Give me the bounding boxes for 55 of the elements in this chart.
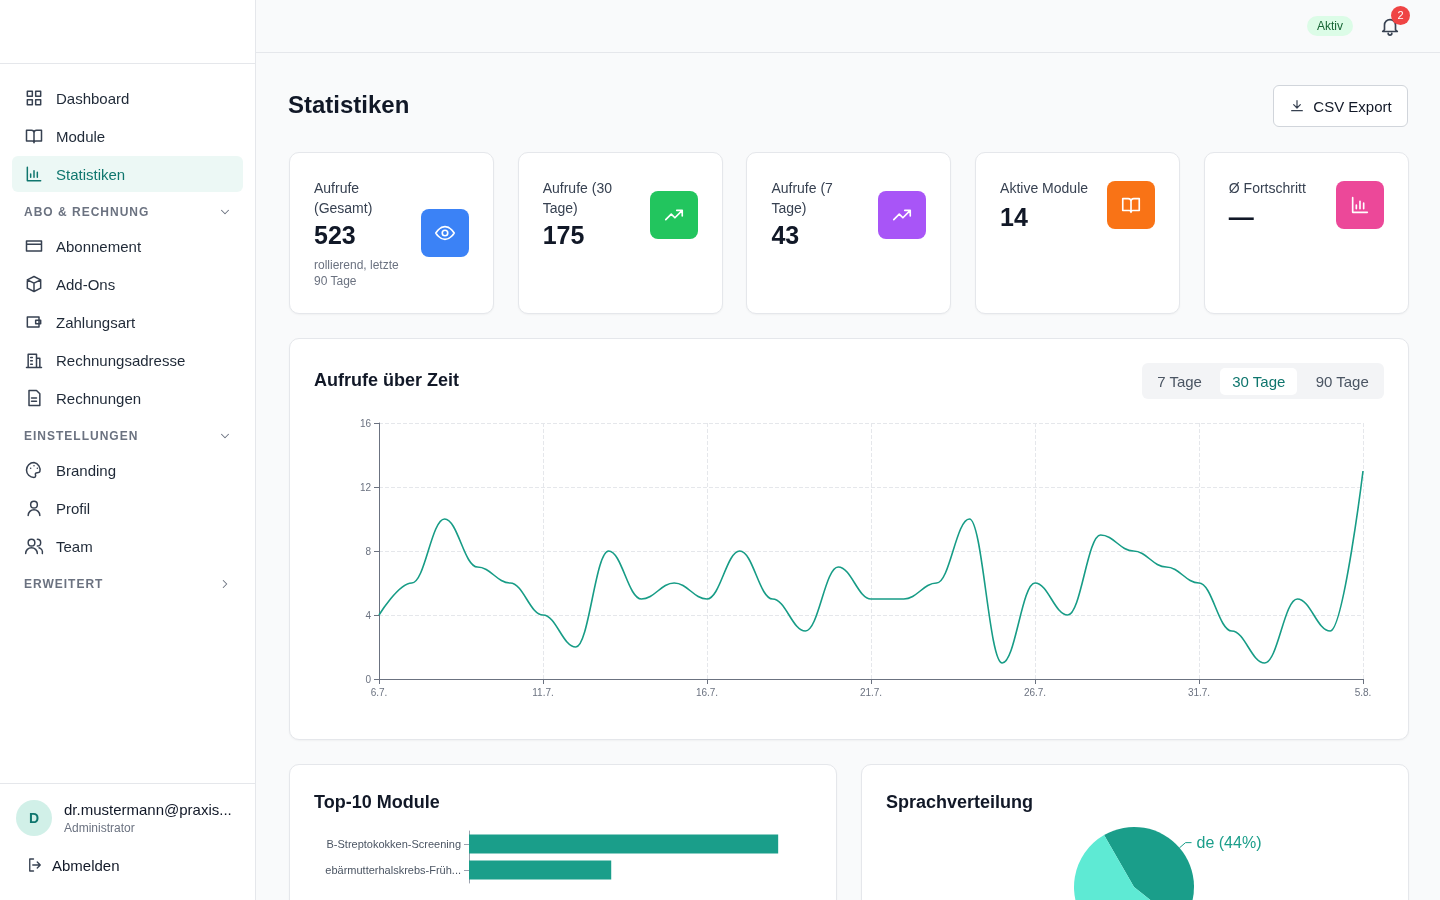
x-tick-label: 6.7. (370, 686, 388, 698)
text: Abmelden (52, 856, 120, 874)
x-tick-label: 16.7. (695, 686, 719, 698)
text: Zahlungsart (56, 313, 136, 331)
x-tick-label: 5.8. (1354, 686, 1372, 698)
text: Branding (56, 461, 117, 479)
text: Abonnement (56, 237, 142, 255)
text: Statistiken (56, 165, 126, 183)
text: 43 (771, 221, 800, 250)
text: — (1228, 203, 1254, 232)
text: 523 (314, 221, 356, 250)
chart-title: Sprachverteilung (886, 792, 1034, 813)
text: rollierend, letzte 90 Tage (314, 257, 400, 289)
chart-title: Aufrufe über Zeit (314, 370, 460, 391)
x-tick-label: 26.7. (1023, 686, 1047, 698)
x-tick-label: 31.7. (1187, 686, 1211, 698)
text: Aktive Module (1000, 179, 1090, 198)
text: 7 Tage (1156, 371, 1203, 392)
text: Profil (56, 499, 91, 517)
text: Aktiv (1307, 16, 1354, 36)
text: ABO & RECHNUNG (24, 205, 150, 219)
text: CSV Export (1313, 97, 1392, 115)
text: Team (56, 537, 93, 555)
text: Aufrufe (7 Tage) (771, 179, 834, 218)
text: Administrator (64, 821, 135, 835)
text: Rechnungen (56, 389, 142, 407)
text: Statistiken (288, 91, 410, 119)
text: 175 (542, 221, 585, 250)
text: ERWEITERT (24, 577, 104, 591)
text: 30 Tage (1220, 367, 1298, 395)
text: Aufrufe (Gesamt) (314, 179, 374, 218)
text: 14 (1000, 203, 1028, 232)
y-tick-label: 16 (359, 417, 372, 429)
text: EINSTELLUNGEN (24, 429, 139, 443)
y-tick-label: 12 (359, 481, 372, 493)
text: Module (56, 127, 106, 145)
x-tick-label: 21.7. (859, 686, 883, 698)
text: Aufrufe (30 Tage) (542, 179, 613, 218)
y-tick-label: B-Streptokokken-Screening (326, 838, 461, 850)
text: Add-Ons (56, 275, 116, 293)
text: Ø Fortschritt (1228, 179, 1307, 198)
y-tick-label: 8 (365, 545, 372, 557)
text: Dashboard (56, 89, 130, 107)
x-tick-label: 11.7. (532, 686, 554, 698)
text: Rechnungsadresse (56, 351, 186, 369)
line-series (378, 470, 1364, 664)
slice-label: de (44%) (1196, 834, 1262, 852)
avatar-circle: D (16, 800, 52, 836)
chart-title: Top-10 Module (314, 792, 440, 813)
text: 90 Tage (1314, 371, 1370, 392)
y-tick-label: 0 (365, 673, 372, 685)
text: 2 (1391, 6, 1410, 25)
text: dr.mustermann@praxis... (64, 801, 232, 818)
y-tick-label: ebärmutterhalskrebs-Früh... (325, 864, 461, 876)
y-tick-label: 4 (365, 609, 372, 621)
